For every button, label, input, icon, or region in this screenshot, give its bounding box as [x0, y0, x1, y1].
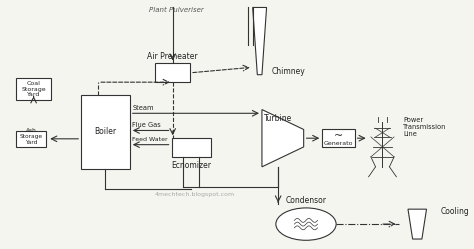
Text: Coal
Storage
Yard: Coal Storage Yard	[21, 81, 46, 97]
Text: Turbine: Turbine	[264, 114, 292, 123]
Text: Ash
Storage
Yard: Ash Storage Yard	[20, 128, 43, 145]
Text: Chimney: Chimney	[271, 67, 305, 76]
FancyBboxPatch shape	[322, 129, 355, 147]
Text: Ecnomizer: Ecnomizer	[171, 161, 211, 170]
FancyBboxPatch shape	[155, 63, 190, 82]
Text: Flue Gas: Flue Gas	[132, 122, 161, 128]
FancyBboxPatch shape	[172, 138, 211, 157]
FancyBboxPatch shape	[81, 95, 130, 169]
Text: Steam: Steam	[132, 105, 154, 111]
Text: Feed Water: Feed Water	[132, 137, 168, 142]
Text: Condensor: Condensor	[285, 196, 327, 205]
Polygon shape	[253, 7, 266, 75]
Text: ~: ~	[334, 131, 343, 141]
Text: Generato: Generato	[324, 141, 353, 146]
Text: 4mechtech.blogspot.com: 4mechtech.blogspot.com	[155, 192, 235, 197]
Polygon shape	[262, 110, 304, 167]
Text: Plant Pulveriser: Plant Pulveriser	[149, 7, 203, 13]
Polygon shape	[408, 209, 427, 239]
Text: Air Preheater: Air Preheater	[147, 52, 198, 61]
Circle shape	[276, 208, 336, 240]
FancyBboxPatch shape	[16, 78, 51, 100]
FancyBboxPatch shape	[16, 131, 46, 147]
Text: Boiler: Boiler	[94, 127, 117, 136]
Text: Cooling: Cooling	[440, 207, 469, 216]
Text: Power
Transmission
Line: Power Transmission Line	[403, 117, 447, 137]
